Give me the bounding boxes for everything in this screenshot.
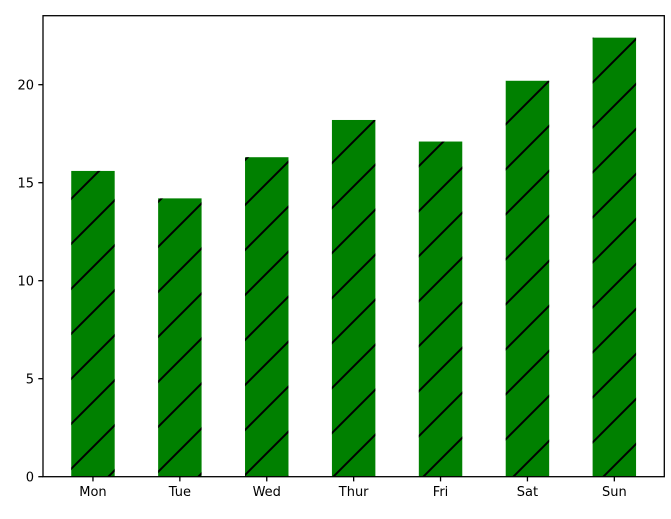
bar-sat — [505, 80, 550, 477]
plot-spines — [42, 15, 665, 478]
x-tick-label-wed: Wed — [253, 485, 281, 500]
bar-hatch — [331, 119, 376, 477]
bar-mon — [71, 170, 115, 477]
y-tick-label-0: 0 — [26, 470, 34, 485]
x-tick-label-sun: Sun — [602, 485, 627, 500]
bar-thur — [331, 119, 376, 477]
bar-hatch — [418, 141, 463, 477]
bar-hatch — [71, 170, 115, 477]
y-tick-label-5: 5 — [26, 372, 34, 387]
x-tick-label-fri: Fri — [433, 485, 449, 500]
y-tick-label-15: 15 — [17, 176, 34, 191]
x-tick-label-mon: Mon — [79, 485, 106, 500]
bar-hatch — [158, 198, 202, 477]
bar-hatch — [245, 157, 289, 477]
bar-hatch — [505, 80, 550, 477]
bar-wed — [245, 157, 289, 477]
x-tick-label-sat: Sat — [517, 485, 538, 500]
y-tick-label-20: 20 — [17, 78, 34, 93]
bar-tue — [158, 198, 202, 477]
x-tick-label-tue: Tue — [168, 485, 191, 500]
bar-sun — [592, 37, 637, 477]
bar-fri — [418, 141, 463, 477]
x-tick-label-thur: Thur — [338, 485, 369, 500]
bar-hatch — [592, 37, 637, 477]
y-tick-label-10: 10 — [17, 274, 34, 289]
